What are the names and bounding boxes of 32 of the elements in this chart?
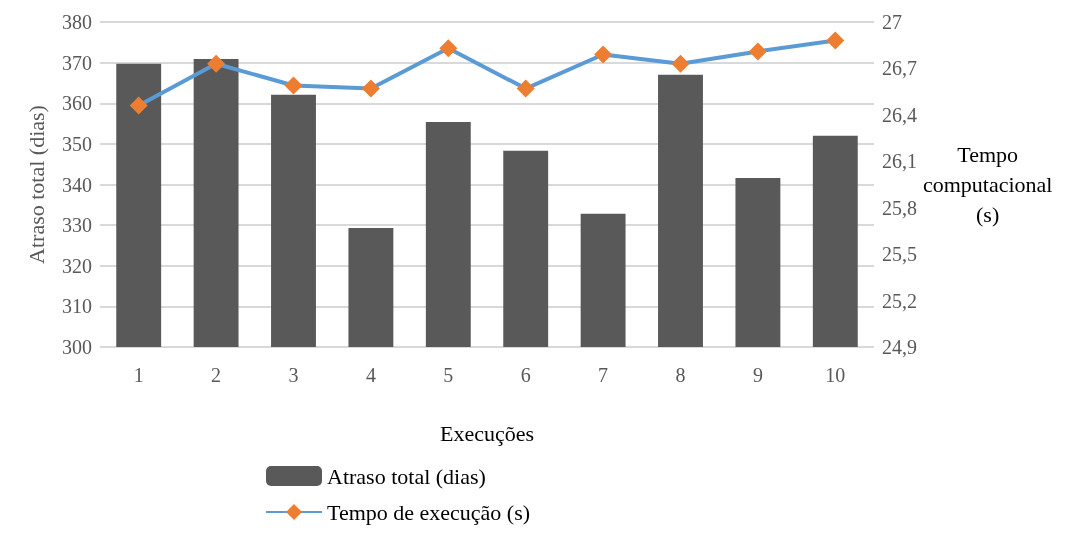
y-axis-title: Atraso total (dias)	[23, 105, 49, 264]
y2-tick-label: 24,9	[882, 336, 917, 358]
x-axis-title: Execuções	[439, 420, 535, 446]
legend-label: Tempo de execução (s)	[327, 499, 531, 525]
y-tick-label: 300	[62, 336, 92, 358]
y-tick-label: 320	[62, 254, 92, 277]
x-tick-label: 6	[520, 364, 531, 386]
x-tick-label: 3	[288, 364, 299, 386]
x-tick-label: 9	[752, 364, 763, 386]
y-tick-label: 380	[62, 11, 92, 33]
y2-tick-label: 26,1	[882, 150, 917, 173]
y2-axis-title: Tempo computacional (s)	[922, 142, 1053, 227]
x-tick-label: 1	[133, 364, 144, 386]
x-tick-label: 2	[211, 364, 222, 386]
y-tick-label: 350	[62, 132, 92, 155]
y2-tick-label: 25,5	[882, 243, 917, 266]
y2-tick-label: 25,2	[882, 289, 917, 312]
y-tick-label: 370	[62, 51, 92, 74]
x-tick-label: 4	[365, 364, 376, 386]
legend-label: Atraso total (dias)	[327, 463, 486, 489]
x-tick-label: 7	[598, 364, 609, 386]
y2-tick-label: 26,7	[882, 57, 917, 80]
y-tick-label: 330	[62, 214, 92, 237]
y-tick-label: 360	[62, 92, 92, 115]
y2-tick-label: 25,8	[882, 196, 917, 219]
x-tick-label: 10	[825, 364, 846, 386]
x-tick-label: 8	[675, 364, 686, 386]
y-tick-label: 340	[62, 173, 92, 196]
x-tick-label: 5	[443, 364, 454, 386]
y2-tick-label: 26,4	[882, 103, 917, 126]
y2-tick-label: 27	[882, 11, 902, 33]
y-tick-label: 310	[62, 295, 92, 318]
